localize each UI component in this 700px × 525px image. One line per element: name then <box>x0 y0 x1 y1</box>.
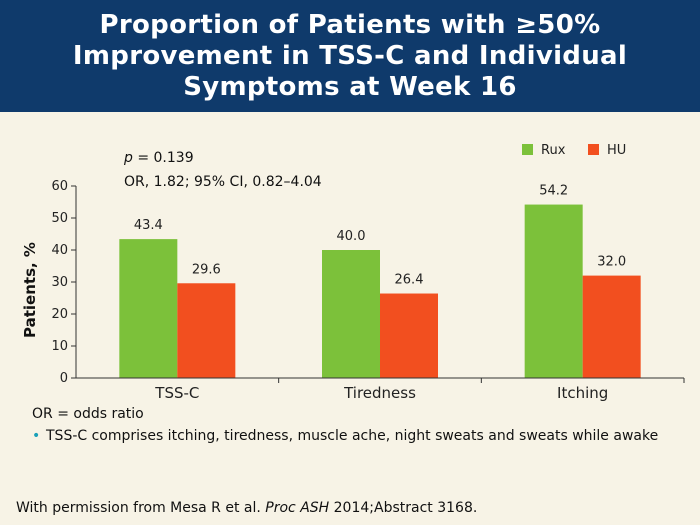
y-tick-label: 40 <box>51 243 68 258</box>
y-tick-label: 20 <box>51 307 68 322</box>
bars-group: 43.4 29.6 40.0 26.4 54.2 32.0 <box>119 184 641 378</box>
bar-hu-tss-c <box>177 283 236 378</box>
bar-hu-tiredness <box>380 293 438 378</box>
tss-c-note-text: TSS-C comprises itching, tiredness, musc… <box>46 428 659 444</box>
title-line-1: Proportion of Patients with ≥50% <box>99 9 601 40</box>
title-banner: Proportion of Patients with ≥50% Improve… <box>0 0 700 112</box>
legend-swatch-hu <box>588 144 599 155</box>
data-label-rux: 43.4 <box>134 218 163 233</box>
legend-swatch-rux <box>522 144 533 155</box>
data-label-hu: 29.6 <box>192 262 221 277</box>
y-tick-label: 60 <box>51 179 68 194</box>
citation-suffix: 2014;Abstract 3168. <box>329 500 478 516</box>
or-definition: OR = odds ratio <box>32 406 144 422</box>
p-symbol: p <box>123 150 133 166</box>
x-tick-label: Itching <box>557 384 608 402</box>
x-tick-label: Tiredness <box>343 384 416 402</box>
citation-journal: Proc ASH <box>265 500 330 516</box>
bar-hu-itching <box>582 275 641 378</box>
legend: Rux HU <box>522 143 626 158</box>
slide-title: Proportion of Patients with ≥50% Improve… <box>53 10 647 103</box>
y-tick-label: 30 <box>51 275 68 290</box>
data-label-hu: 26.4 <box>395 273 424 288</box>
y-tick-label: 10 <box>51 339 68 354</box>
bar-rux-tss-c <box>119 239 178 378</box>
tss-c-note: • TSS-C comprises itching, tiredness, mu… <box>32 427 672 445</box>
axes-group: 0 10 20 30 40 50 60 TSS-C Tiredness Itching <box>51 179 685 402</box>
data-label-rux: 54.2 <box>539 184 568 199</box>
x-tick-label: TSS-C <box>154 384 199 402</box>
legend-label-hu: HU <box>607 143 626 158</box>
bar-rux-itching <box>524 204 583 378</box>
legend-label-rux: Rux <box>541 143 566 158</box>
title-line-2: Improvement in TSS-C and Individual <box>72 40 628 71</box>
y-tick-label: 0 <box>60 371 68 386</box>
data-label-hu: 32.0 <box>597 255 626 270</box>
p-value: = 0.139 <box>133 150 194 166</box>
y-tick-label: 50 <box>51 211 68 226</box>
footnotes: OR = odds ratio • TSS-C comprises itchin… <box>32 405 672 445</box>
p-value-annotation: p = 0.139 <box>123 150 194 166</box>
citation: With permission from Mesa R et al. Proc … <box>16 500 477 516</box>
bar-chart: 43.4 29.6 40.0 26.4 54.2 32.0 0 10 20 30 40 50 60 TS… <box>21 143 685 402</box>
data-label-rux: 40.0 <box>337 229 366 244</box>
title-line-3: Symptoms at Week 16 <box>183 71 517 102</box>
y-axis-label: Patients, % <box>21 242 39 338</box>
bar-rux-tiredness <box>322 250 380 378</box>
bullet-icon: • <box>32 428 41 444</box>
odds-ratio-annotation: OR, 1.82; 95% CI, 0.82–4.04 <box>124 174 322 190</box>
citation-prefix: With permission from Mesa R et al. <box>16 500 266 516</box>
